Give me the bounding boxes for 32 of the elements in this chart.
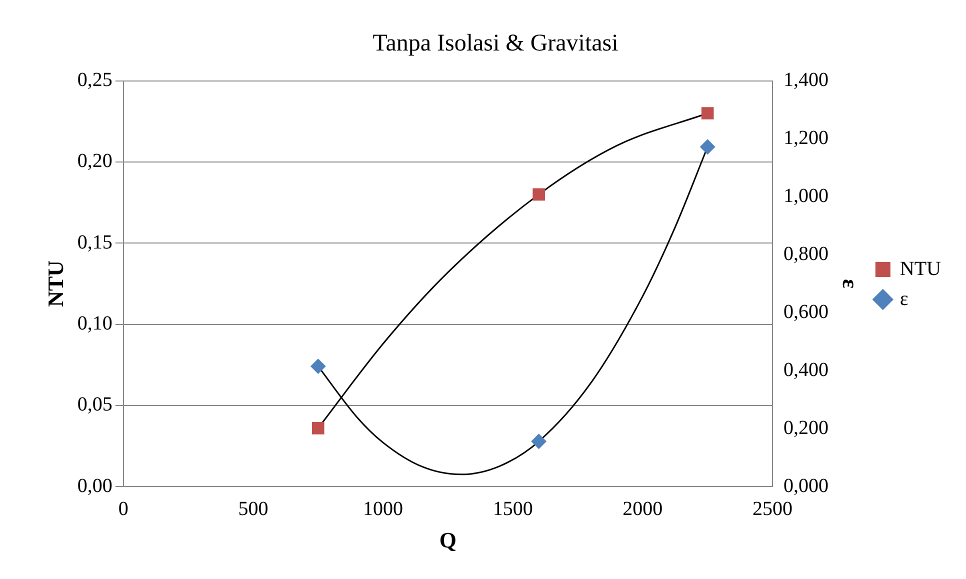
x-tick-label: 1000 — [363, 498, 404, 520]
y2-tick-label: 0,000 — [783, 474, 828, 497]
y-tick-label: 0,15 — [77, 231, 112, 254]
x-tick-label: 500 — [238, 498, 268, 520]
y2-tick-label: 1,200 — [783, 127, 828, 150]
y2-tick-label: 0,600 — [783, 300, 828, 323]
x-axis-title: Q — [439, 527, 457, 552]
chart-title: Tanpa Isolasi & Gravitasi — [372, 30, 619, 57]
point — [701, 107, 714, 120]
point — [312, 422, 324, 434]
legend-label: ε — [900, 288, 908, 310]
y2-axis-title: ε — [838, 278, 864, 288]
y-tick-label: 0,25 — [77, 69, 112, 92]
y2-tick-label: 1,400 — [783, 69, 828, 92]
y2-tick-label: 0,400 — [783, 358, 828, 381]
point — [700, 139, 716, 154]
y-tick-label: 0,10 — [77, 312, 112, 335]
y-tick-label: 0,05 — [77, 394, 112, 416]
x-tick-label: 2000 — [622, 498, 663, 520]
y2-tick-label: 0,800 — [783, 242, 828, 265]
x-tick-label: 1500 — [492, 498, 533, 520]
point — [532, 188, 545, 201]
point — [531, 434, 546, 449]
y2-tick-label: 0,200 — [783, 416, 828, 439]
point — [310, 358, 326, 374]
x-tick-label: 0 — [118, 498, 128, 520]
y-tick-label: 0,00 — [77, 474, 112, 497]
x-tick-label: 2500 — [752, 498, 792, 520]
y2-tick-label: 1,000 — [783, 184, 828, 207]
y-axis-title: NTU — [42, 260, 68, 307]
y-tick-label: 0,20 — [77, 150, 112, 172]
legend-label: NTU — [900, 258, 942, 280]
